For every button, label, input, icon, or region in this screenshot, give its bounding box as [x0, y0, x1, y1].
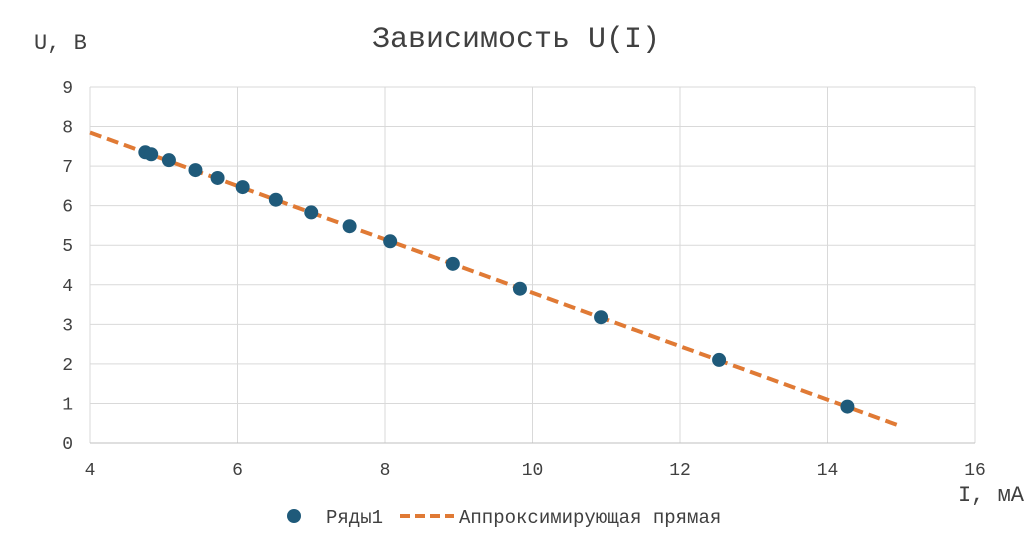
data-point: [304, 205, 319, 220]
y-tick-label: 4: [62, 277, 73, 297]
legend-marker-series1: [287, 509, 301, 523]
x-tick-label: 12: [669, 461, 691, 481]
x-tick-label: 6: [232, 461, 243, 481]
y-tick-label: 2: [62, 356, 73, 376]
x-tick-label: 4: [85, 461, 96, 481]
y-tick-label: 8: [62, 119, 73, 139]
data-point: [594, 310, 609, 325]
data-point: [144, 147, 159, 162]
legend-label-series2: Аппроксимирующая прямая: [459, 507, 721, 529]
y-tick-label: 6: [62, 198, 73, 218]
y-tick-label: 3: [62, 316, 73, 336]
data-point: [188, 163, 203, 178]
x-tick-label: 8: [380, 461, 391, 481]
chart-marks: [89, 130, 902, 429]
data-point: [342, 219, 357, 234]
data-point: [840, 399, 855, 414]
legend: Ряды1 Аппроксимирующая прямая: [287, 507, 721, 529]
data-point: [210, 170, 225, 185]
data-point: [445, 256, 460, 271]
x-tick-label: 16: [964, 461, 986, 481]
y-tick-label: 1: [62, 395, 73, 415]
x-tick-label: 10: [522, 461, 544, 481]
y-tick-label: 9: [62, 79, 73, 99]
data-point: [268, 192, 283, 207]
y-axis-title: U, В: [34, 31, 87, 56]
y-tick-label: 5: [62, 237, 73, 257]
data-point: [383, 234, 398, 249]
legend-label-series1: Ряды1: [326, 507, 383, 529]
grid-lines: [89, 86, 976, 444]
data-point: [161, 153, 176, 168]
y-tick-label: 0: [62, 435, 73, 455]
x-axis-title: I, мА: [958, 483, 1025, 508]
data-point: [712, 352, 727, 367]
x-tick-label: 14: [817, 461, 839, 481]
data-point: [235, 180, 250, 195]
data-point: [512, 281, 527, 296]
chart-title: Зависимость U(I): [372, 23, 660, 57]
y-tick-label: 7: [62, 158, 73, 178]
